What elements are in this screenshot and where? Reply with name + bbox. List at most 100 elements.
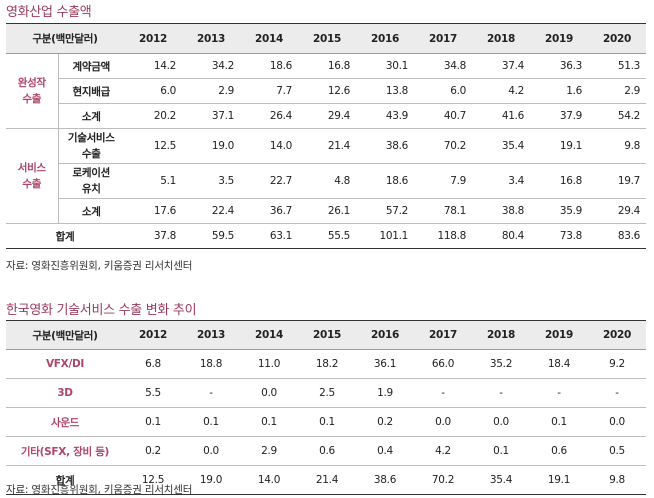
- year-header: 2013: [182, 320, 240, 350]
- cell: 0.2: [356, 407, 414, 437]
- year-header: 2014: [240, 23, 299, 54]
- cell: 6.0: [124, 78, 183, 104]
- cell: 0.6: [298, 436, 356, 466]
- cell: 63.1: [240, 223, 299, 249]
- year-header: 2016: [356, 320, 414, 350]
- cell: 9.2: [588, 349, 646, 379]
- table-row: 소계 20.2 37.1 26.4 29.4 43.9 40.7 41.6 37…: [6, 103, 647, 129]
- cell: 26.1: [298, 198, 357, 224]
- table-row: 기타(SFX, 장비 등) 0.2 0.0 2.9 0.6 0.4 4.2 0.…: [6, 436, 646, 466]
- row-label: 3D: [6, 378, 124, 408]
- cell: 37.8: [124, 223, 183, 249]
- cell: 14.2: [124, 53, 183, 79]
- table-row: 사운드 0.1 0.1 0.1 0.1 0.2 0.0 0.0 0.1 0.0: [6, 407, 646, 437]
- cell: 34.8: [414, 53, 473, 79]
- table1-title: 영화산업 수출액: [6, 5, 92, 20]
- cell: 38.8: [472, 198, 531, 224]
- cell: 18.6: [356, 163, 415, 199]
- cell: 7.9: [414, 163, 473, 199]
- cell: 11.0: [240, 349, 298, 379]
- cell: 0.1: [240, 407, 298, 437]
- cell: 16.8: [530, 163, 589, 199]
- export-table: 구분(백만달러) 2012 2013 2014 2015 2016 2017 2…: [6, 23, 647, 249]
- cell: 0.6: [530, 436, 588, 466]
- cell: -: [588, 378, 646, 408]
- source-note: 자료: 영화진흥위원회, 키움증권 리서치센터: [6, 260, 193, 272]
- cell: 12.5: [124, 465, 182, 495]
- cell: 0.1: [472, 436, 530, 466]
- cell: 4.2: [472, 78, 531, 104]
- cell: 13.8: [356, 78, 415, 104]
- cell: 2.5: [298, 378, 356, 408]
- cell: 30.1: [356, 53, 415, 79]
- cell: 35.2: [472, 349, 530, 379]
- table-row: 로케이션 유치 5.1 3.5 22.7 4.8 18.6 7.9 3.4 16…: [6, 163, 647, 199]
- cell: 18.6: [240, 53, 299, 79]
- tech-service-table: 구분(백만달러) 2012 2013 2014 2015 2016 2017 2…: [6, 320, 646, 495]
- group-label: 완성작 수출: [6, 53, 59, 129]
- year-header: 2019: [530, 320, 588, 350]
- cell: 29.4: [298, 103, 357, 129]
- cell: 0.1: [182, 407, 240, 437]
- row-label: 현지배급: [58, 78, 125, 104]
- cell: 14.0: [240, 128, 299, 164]
- cell: 19.7: [588, 163, 647, 199]
- table-header-row: 구분(백만달러) 2012 2013 2014 2015 2016 2017 2…: [6, 320, 646, 350]
- total-row: 합계 37.8 59.5 63.1 55.5 101.1 118.8 80.4 …: [6, 223, 647, 249]
- cell: 40.7: [414, 103, 473, 129]
- cell: 70.2: [414, 128, 473, 164]
- cell: 83.6: [588, 223, 647, 249]
- cell: 73.8: [530, 223, 589, 249]
- cell: 1.9: [356, 378, 414, 408]
- cell: 17.6: [124, 198, 183, 224]
- row-label: 기술서비스 수출: [58, 128, 125, 164]
- table-row: 완성작 수출 계약금액 14.2 34.2 18.6 16.8 30.1 34.…: [6, 53, 647, 129]
- cell: 18.8: [182, 349, 240, 379]
- cell: 55.5: [298, 223, 357, 249]
- cell: 0.5: [588, 436, 646, 466]
- cell: 54.2: [588, 103, 647, 129]
- cell: 0.1: [298, 407, 356, 437]
- cell: 101.1: [356, 223, 415, 249]
- table-row: 3D 5.5 - 0.0 2.5 1.9 - - - -: [6, 378, 646, 408]
- table2-title: 한국영화 기술서비스 수출 변화 추이: [6, 303, 197, 318]
- year-header: 2018: [472, 320, 530, 350]
- cell: 2.9: [588, 78, 647, 104]
- cell: 35.9: [530, 198, 589, 224]
- cell: 12.6: [298, 78, 357, 104]
- year-header: 2015: [298, 320, 356, 350]
- cell: 9.8: [588, 128, 647, 164]
- cell: 66.0: [414, 349, 472, 379]
- row-label: VFX/DI: [6, 349, 124, 379]
- cell: 0.0: [182, 436, 240, 466]
- table-row: 소계 17.6 22.4 36.7 26.1 57.2 78.1 38.8 35…: [6, 198, 647, 224]
- cell: 21.4: [298, 128, 357, 164]
- cell: -: [414, 378, 472, 408]
- year-header: 2017: [414, 23, 473, 54]
- cell: 5.1: [124, 163, 183, 199]
- cell: 36.1: [356, 349, 414, 379]
- cell: 0.1: [530, 407, 588, 437]
- row-label: 사운드: [6, 407, 124, 437]
- row-label: 소계: [58, 103, 125, 129]
- cell: 22.7: [240, 163, 299, 199]
- cell: 20.2: [124, 103, 183, 129]
- year-header: 2013: [182, 23, 241, 54]
- cell: 37.9: [530, 103, 589, 129]
- cell: 37.1: [182, 103, 241, 129]
- cell: 6.8: [124, 349, 182, 379]
- header-label: 구분(백만달러): [6, 23, 125, 54]
- cell: -: [530, 378, 588, 408]
- cell: 35.4: [472, 128, 531, 164]
- row-label: 소계: [58, 198, 125, 224]
- cell: 18.4: [530, 349, 588, 379]
- year-header: 2014: [240, 320, 298, 350]
- cell: 70.2: [414, 465, 472, 495]
- cell: 14.0: [240, 465, 298, 495]
- cell: 37.4: [472, 53, 531, 79]
- cell: 0.2: [124, 436, 182, 466]
- total-row: 합계 12.5 19.0 14.0 21.4 38.6 70.2 35.4 19…: [6, 465, 646, 495]
- cell: 4.8: [298, 163, 357, 199]
- cell: 3.5: [182, 163, 241, 199]
- cell: 7.7: [240, 78, 299, 104]
